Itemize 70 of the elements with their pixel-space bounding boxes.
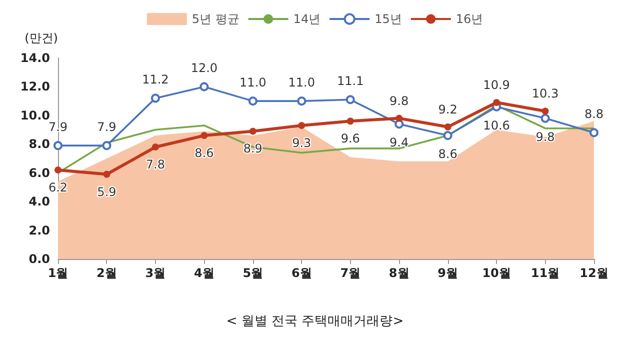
point	[542, 108, 549, 115]
x-tick-label: 8월	[388, 266, 410, 280]
point	[200, 82, 209, 92]
point	[346, 118, 354, 125]
point	[346, 95, 355, 104]
data-label: 11.1	[337, 74, 364, 88]
data-label: 8.6	[194, 146, 214, 160]
data-label: 11.2	[142, 72, 169, 87]
data-label: 7.9	[48, 120, 68, 134]
x-tick-label: 2월	[96, 266, 117, 280]
point	[54, 166, 62, 174]
legend-label: 15년	[374, 12, 402, 26]
x-tick-label: 12월	[580, 266, 608, 280]
y-tick-label: 8.0	[28, 137, 50, 152]
data-label: 9.4	[390, 136, 409, 150]
data-label: 10.9	[483, 78, 510, 92]
data-label: 12.0	[190, 61, 218, 76]
text: < 월별 전국 주택매매거래량>	[226, 314, 404, 329]
x-tick-label: 11월	[530, 266, 560, 280]
data-label: 6.2	[48, 180, 68, 194]
point	[590, 128, 598, 138]
data-label: 9.8	[390, 94, 409, 108]
y-tick-label: 12.0	[20, 80, 50, 94]
point	[396, 114, 403, 122]
point	[443, 131, 452, 140]
data-label: 5.9	[97, 184, 116, 199]
legend-label: 16년	[456, 12, 484, 26]
data-label: 9.2	[438, 102, 458, 116]
point	[394, 120, 404, 129]
y-axis-title: (만건)	[24, 31, 58, 45]
data-label: 8.6	[438, 147, 458, 162]
data-label: 7.9	[97, 120, 116, 134]
point	[150, 94, 160, 103]
x-tick-label: 9월	[438, 266, 458, 280]
x-tick-label: 5월	[242, 266, 264, 280]
data-label: 9.3	[292, 136, 312, 150]
y-tick-label: 6.0	[28, 166, 50, 180]
x-tick-label: 10월	[482, 266, 511, 280]
point	[249, 128, 256, 135]
point	[444, 123, 452, 130]
data-label: 8.8	[584, 107, 604, 122]
point	[200, 132, 208, 140]
point	[298, 122, 306, 129]
point	[248, 96, 258, 106]
y-tick-label: 0.0	[28, 252, 50, 266]
data-label: 11.0	[240, 76, 266, 90]
x-tick-label: 1월	[48, 266, 68, 280]
x-tick-label: 3월	[145, 266, 166, 280]
point	[297, 96, 306, 106]
point	[102, 141, 112, 150]
point	[54, 141, 62, 150]
data-label: 10.6	[483, 118, 510, 132]
data-label: 9.6	[340, 132, 360, 146]
x-tick-label: 7월	[340, 266, 361, 280]
legend-label: 5년 평균	[192, 12, 240, 26]
data-label: 7.8	[146, 158, 165, 172]
data-label: 10.3	[532, 86, 559, 101]
y-tick-label: 14.0	[20, 51, 50, 65]
point	[493, 99, 500, 106]
y-tick-label: 2.0	[28, 223, 50, 238]
point	[152, 144, 159, 151]
legend-label: 14년	[293, 12, 321, 26]
data-label: 9.8	[536, 130, 555, 144]
data-label: 11.0	[288, 76, 315, 90]
point	[540, 114, 550, 123]
y-tick-label: 10.0	[20, 108, 50, 122]
point	[103, 170, 110, 178]
x-tick-label: 4월	[194, 266, 214, 280]
y-tick-label: 4.0	[28, 194, 50, 209]
x-tick-label: 6월	[291, 266, 312, 280]
